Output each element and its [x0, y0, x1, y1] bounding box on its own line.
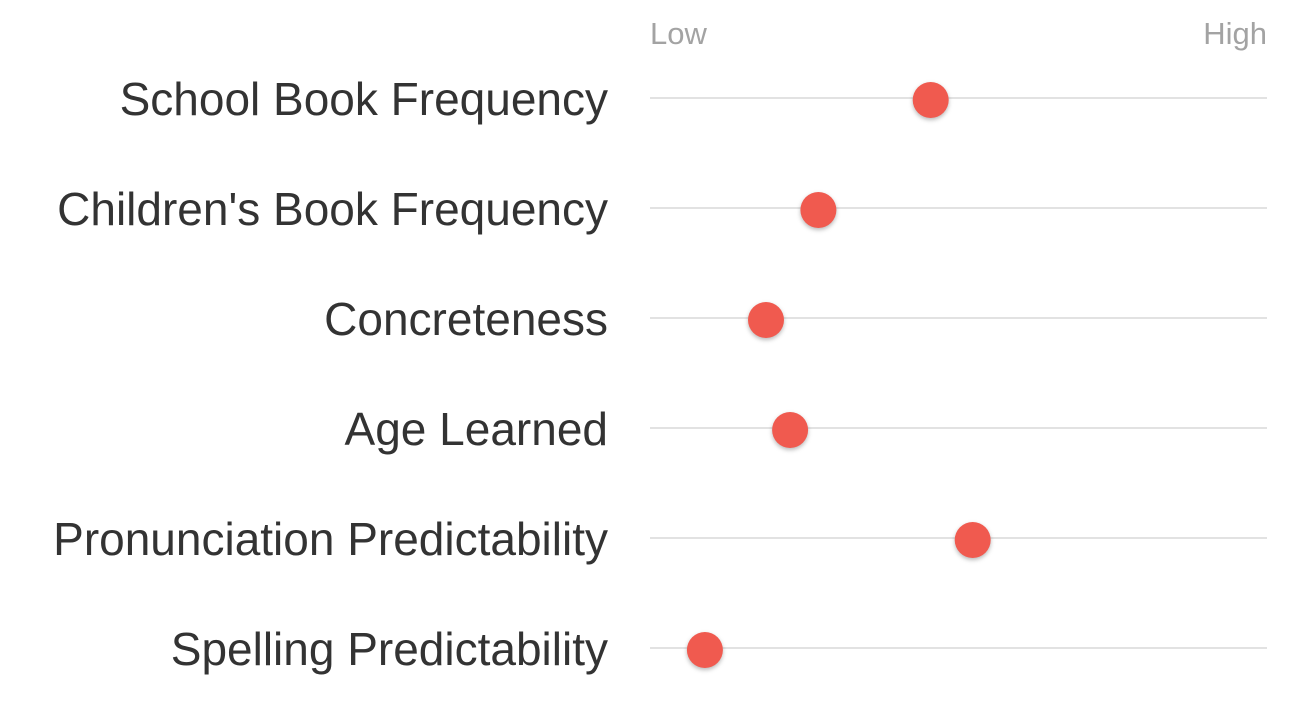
row-label: Concreteness	[324, 293, 608, 345]
scale-high-label: High	[1203, 16, 1267, 51]
rating-marker	[954, 522, 991, 558]
rating-marker	[772, 412, 809, 448]
scale-low-label: Low	[650, 16, 707, 51]
row-label: Children's Book Frequency	[57, 183, 608, 235]
row-label: Age Learned	[345, 403, 608, 455]
rating-marker	[748, 302, 784, 338]
row-label: Spelling Predictability	[171, 623, 608, 675]
chart-rows: School Book Frequency Children's Book Fre…	[53, 73, 1267, 675]
rating-marker	[800, 192, 837, 228]
rating-marker	[686, 632, 723, 668]
rating-marker	[912, 82, 949, 118]
row-label: Pronunciation Predictability	[53, 513, 608, 565]
row-label: School Book Frequency	[120, 73, 608, 125]
